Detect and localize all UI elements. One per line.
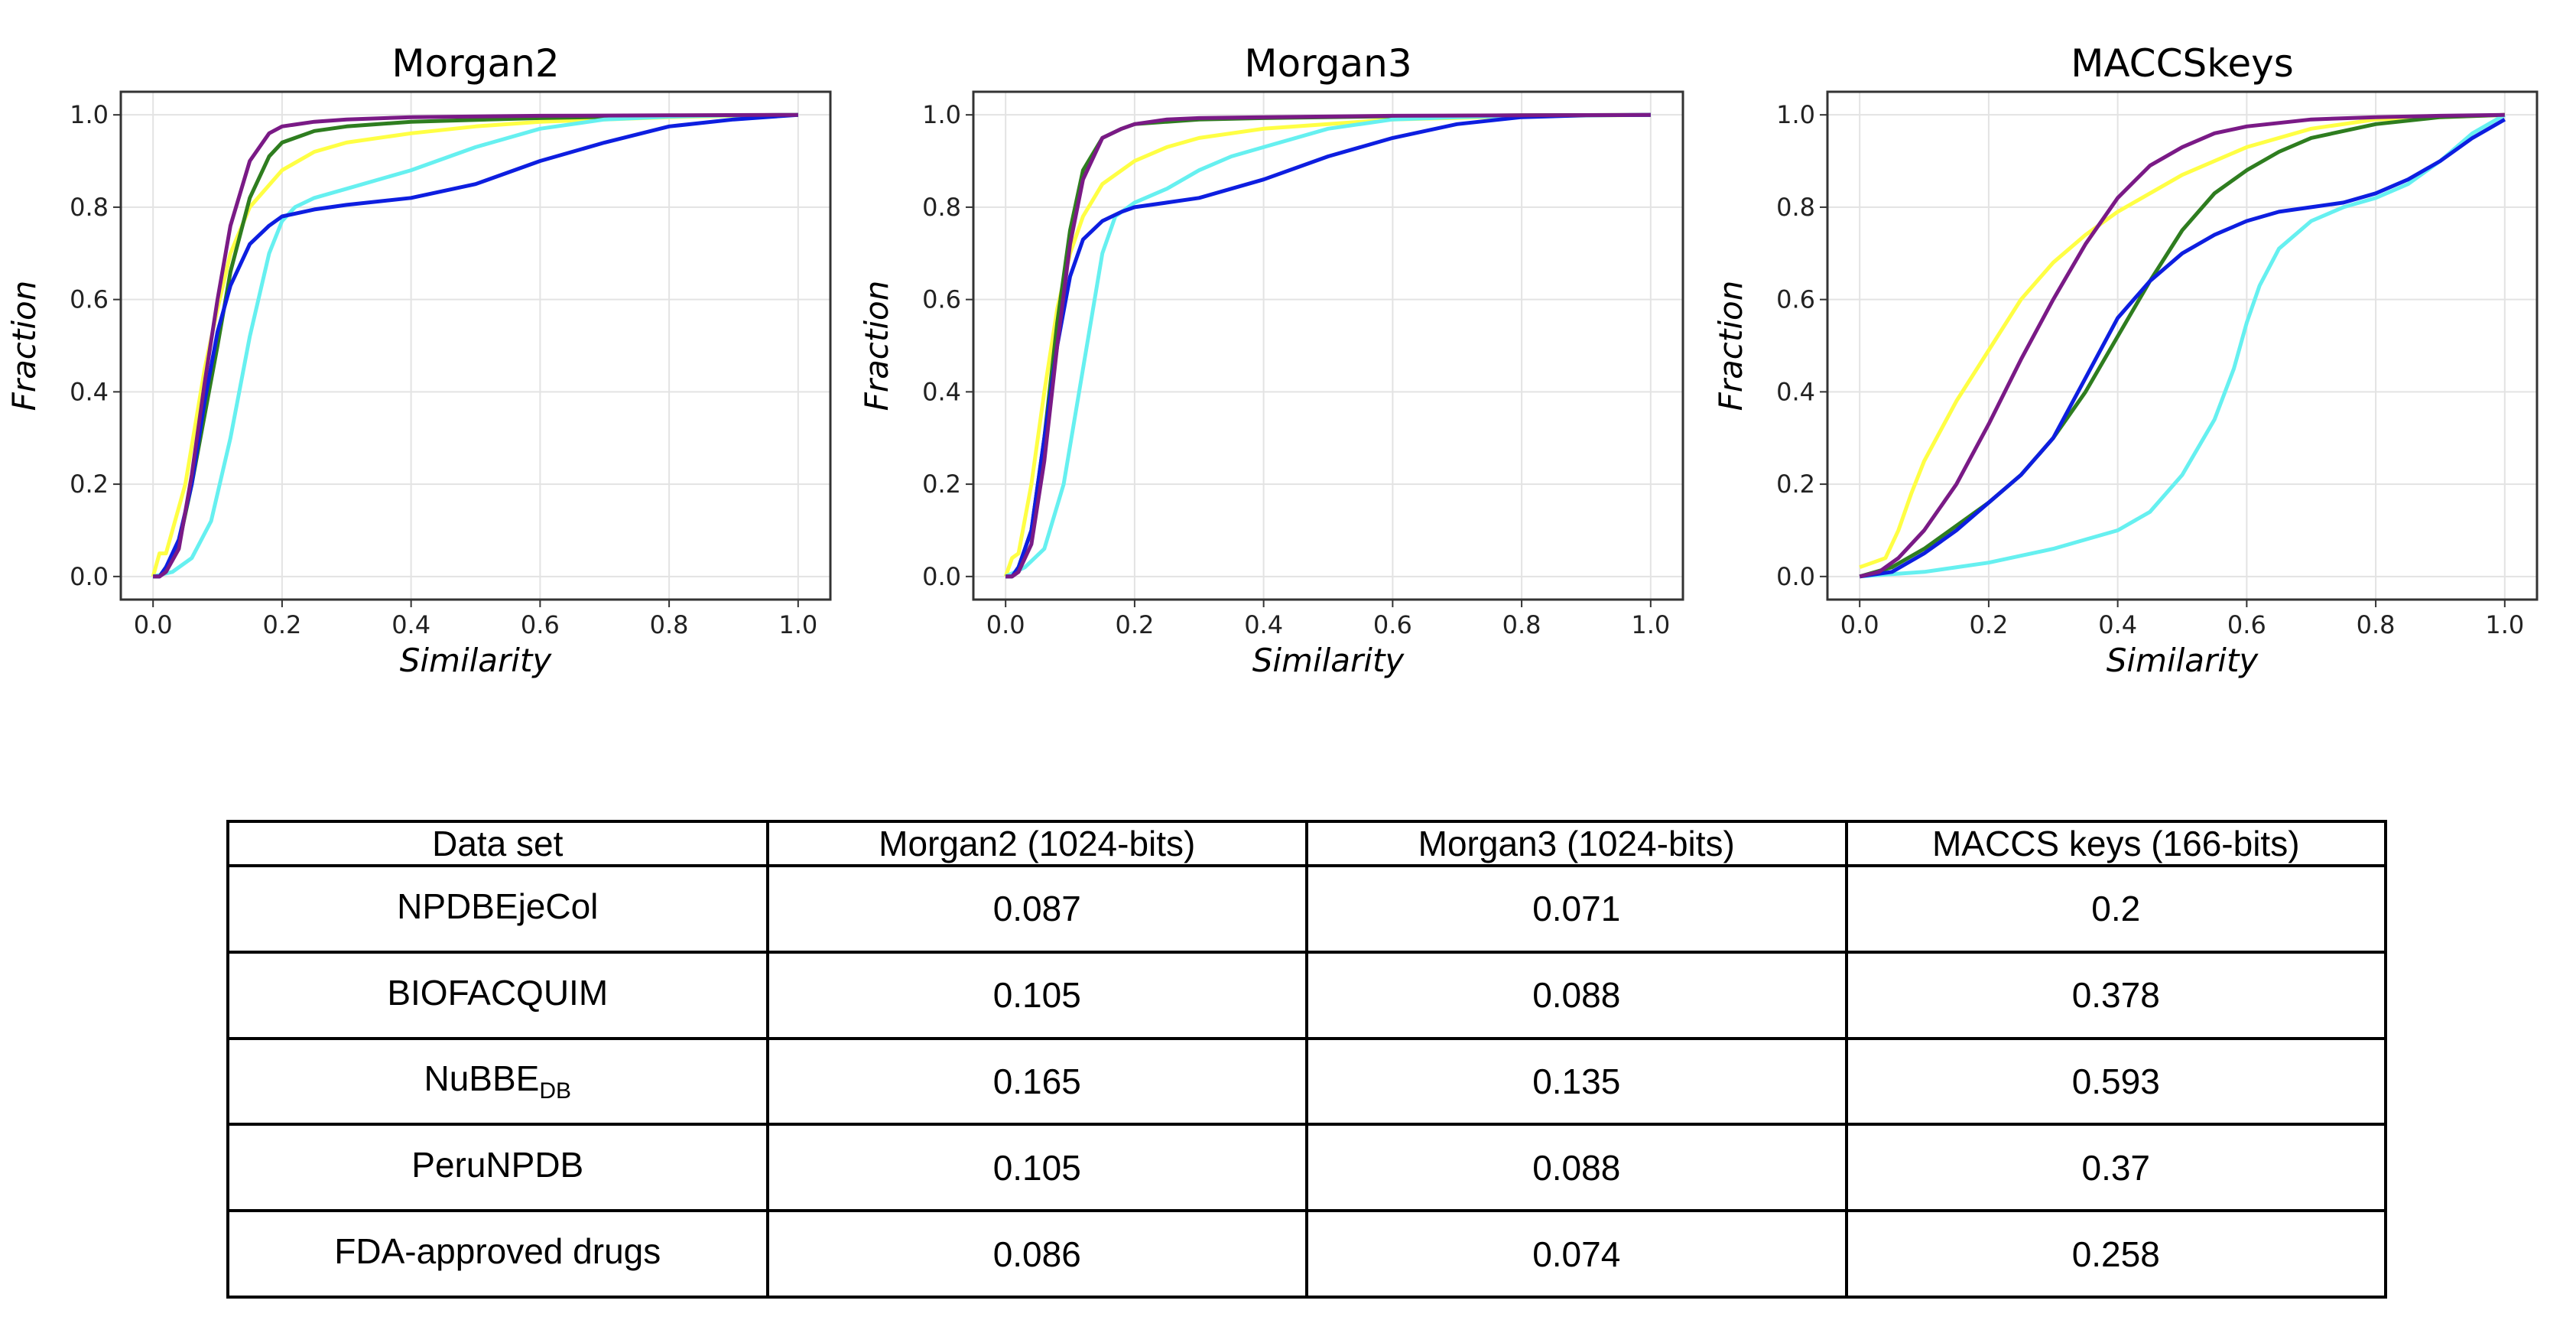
table-cell: 0.105 — [765, 950, 1308, 1040]
y-tick-label: 0.4 — [70, 377, 109, 406]
x-tick-label: 1.0 — [2485, 610, 2524, 639]
dataset-name-cell: PeruNPDB — [226, 1123, 769, 1213]
y-tick-label: 0.6 — [1776, 285, 1815, 314]
table-header-row: Data set Morgan2 (1024-bits) Morgan3 (10… — [226, 820, 2387, 867]
chart-title: Morgan3 — [1244, 41, 1411, 86]
plot-frame — [119, 90, 832, 601]
dataset-name-cell: BIOFACQUIM — [226, 950, 769, 1040]
table-row: FDA-approved drugs 0.086 0.074 0.258 — [226, 1209, 2387, 1299]
chart-title: MACCSkeys — [2071, 41, 2294, 86]
table-cell: 0.378 — [1844, 950, 2387, 1040]
y-axis-label: Fraction — [5, 281, 43, 411]
y-tick-label: 0.0 — [70, 562, 109, 591]
table-cell: 0.074 — [1305, 1209, 1848, 1299]
table-cell: 0.37 — [1844, 1123, 2387, 1213]
plot-frame — [1826, 90, 2539, 601]
table-cell: 0.105 — [765, 1123, 1308, 1213]
y-tick-label: 0.0 — [1776, 562, 1815, 591]
y-tick-label: 1.0 — [1776, 100, 1815, 129]
dataset-name: BIOFACQUIM — [387, 972, 609, 1013]
x-tick-label: 0.2 — [262, 610, 301, 639]
y-axis-label: Fraction — [1712, 281, 1749, 411]
dataset-name: PeruNPDB — [411, 1145, 584, 1185]
dataset-name: NuBBE — [424, 1058, 540, 1099]
x-tick-label: 0.8 — [2357, 610, 2396, 639]
series-line-fda — [1005, 112, 1651, 579]
table-cell: 0.2 — [1844, 864, 2387, 954]
y-tick-label: 0.6 — [922, 285, 961, 314]
series-line-nubbe — [1005, 112, 1651, 579]
y-tick-label: 0.0 — [922, 562, 961, 591]
charts-figure: 0.0 0.2 0.4 0.6 0.8 1.0 0.0 0.2 0.4 0.6 0.8 1.0 Morg… — [5, 41, 2539, 679]
x-tick-label: 0.4 — [2098, 610, 2137, 639]
table-cell: 0.593 — [1844, 1036, 2387, 1127]
series-line-fda — [1859, 112, 2505, 579]
series-line-npdbejecol — [1859, 112, 2505, 570]
series-line-perunpd — [1005, 112, 1651, 579]
table-header-cell: MACCS keys (166-bits) — [1844, 820, 2387, 867]
x-tick-label: 1.0 — [1631, 610, 1670, 639]
table-header-cell: Morgan3 (1024-bits) — [1305, 820, 1848, 867]
table-cell: 0.165 — [765, 1036, 1308, 1127]
plot-area — [121, 92, 830, 600]
x-tick-label: 0.8 — [650, 610, 689, 639]
y-tick-label: 1.0 — [70, 100, 109, 129]
table-row: NPDBEjeCol 0.087 0.071 0.2 — [226, 864, 2387, 954]
y-tick-label: 0.8 — [922, 193, 961, 222]
similarity-table: Data set Morgan2 (1024-bits) Morgan3 (10… — [226, 820, 2387, 1299]
table-cell: 0.135 — [1305, 1036, 1848, 1127]
series-line-perunpd — [1859, 118, 2506, 579]
x-tick-label: 0.6 — [1373, 610, 1412, 639]
y-tick-label: 0.8 — [1776, 193, 1815, 222]
dataset-name-cell: NuBBEDB — [226, 1036, 769, 1127]
y-tick-label: 0.2 — [922, 470, 961, 499]
plot-frame — [972, 90, 1684, 601]
table-cell: 0.088 — [1305, 950, 1848, 1040]
y-tick-label: 0.8 — [70, 193, 109, 222]
x-axis-label: Similarity — [2107, 642, 2259, 679]
y-tick-label: 0.2 — [70, 470, 109, 499]
y-tick-label: 0.4 — [922, 377, 961, 406]
x-axis-label: Similarity — [400, 642, 553, 679]
series-line-nubbe — [1860, 113, 2506, 579]
chart-title: Morgan2 — [391, 41, 559, 86]
table-row: BIOFACQUIM 0.105 0.088 0.378 — [226, 950, 2387, 1040]
y-tick-label: 0.4 — [1776, 377, 1815, 406]
plot-area — [973, 92, 1683, 600]
table-row: PeruNPDB 0.105 0.088 0.37 — [226, 1123, 2387, 1213]
table-cell: 0.087 — [765, 864, 1308, 954]
x-tick-label: 0.2 — [1969, 610, 2008, 639]
x-tick-label: 0.4 — [391, 610, 430, 639]
x-tick-label: 0.0 — [986, 610, 1025, 639]
x-axis-label: Similarity — [1252, 642, 1405, 679]
table-cell: 0.071 — [1305, 864, 1848, 954]
x-tick-label: 0.8 — [1502, 610, 1541, 639]
dataset-name: NPDBEjeCol — [397, 886, 599, 926]
table-row: NuBBEDB 0.165 0.135 0.593 — [226, 1036, 2387, 1127]
dataset-name-cell: NPDBEjeCol — [226, 864, 769, 954]
x-tick-label: 0.6 — [521, 610, 560, 639]
dataset-name-subscript: DB — [539, 1078, 572, 1104]
series-line-fda — [153, 112, 798, 579]
series-line-biofacquim — [1859, 112, 2505, 579]
x-tick-label: 0.0 — [134, 610, 173, 639]
y-tick-label: 0.6 — [70, 285, 109, 314]
y-tick-label: 0.2 — [1776, 470, 1815, 499]
x-tick-label: 0.2 — [1115, 610, 1154, 639]
table-cell: 0.258 — [1844, 1209, 2387, 1299]
series-line-nubbe — [152, 112, 798, 579]
x-tick-label: 0.6 — [2227, 610, 2266, 639]
table-header-cell: Data set — [226, 820, 769, 867]
x-tick-label: 0.4 — [1244, 610, 1283, 639]
x-tick-label: 0.0 — [1840, 610, 1879, 639]
x-tick-label: 1.0 — [778, 610, 817, 639]
table-header-cell: Morgan2 (1024-bits) — [765, 820, 1308, 867]
y-tick-label: 1.0 — [922, 100, 961, 129]
dataset-name-cell: FDA-approved drugs — [226, 1209, 769, 1299]
y-axis-label: Fraction — [858, 281, 895, 411]
series-line-npdbejecol — [1003, 112, 1651, 577]
dataset-name: FDA-approved drugs — [334, 1231, 661, 1272]
table-cell: 0.088 — [1305, 1123, 1848, 1213]
table-cell: 0.086 — [765, 1209, 1308, 1299]
